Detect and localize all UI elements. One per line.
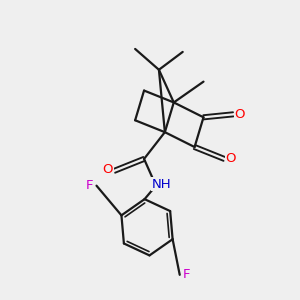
Text: O: O: [235, 108, 245, 121]
Text: F: F: [182, 268, 190, 281]
Text: O: O: [226, 152, 236, 165]
Text: O: O: [103, 163, 113, 176]
Text: F: F: [86, 179, 94, 192]
Text: NH: NH: [152, 178, 171, 191]
